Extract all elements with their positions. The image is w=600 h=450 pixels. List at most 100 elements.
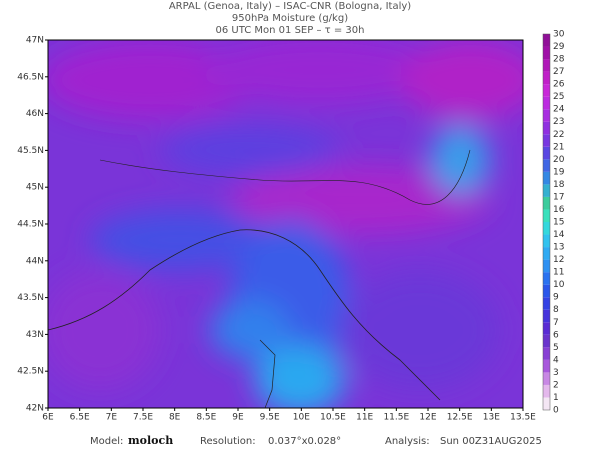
colorbar-bin <box>543 34 550 47</box>
colorbar-label: 5 <box>553 343 559 353</box>
colorbar-bin <box>543 347 550 360</box>
map-field <box>48 40 523 408</box>
colorbar-bin <box>543 334 550 348</box>
colorbar-bin <box>543 146 550 160</box>
colorbar-bin <box>543 171 550 185</box>
colorbar-label: 12 <box>553 255 564 265</box>
colorbar-bin <box>543 372 550 385</box>
colorbar-label: 1 <box>553 393 559 403</box>
lat-label: 47N <box>26 36 44 46</box>
footer-value: 0.037°x0.028° <box>268 436 341 447</box>
lon-label: 12.5E <box>447 413 473 423</box>
lon-label: 12E <box>419 413 436 423</box>
colorbar-bin <box>543 222 550 235</box>
header-line: ARPAL (Genoa, Italy) – ISAC-CNR (Bologna… <box>169 1 411 12</box>
lat-label: 46.5N <box>17 72 44 82</box>
colorbar-label: 27 <box>553 67 564 77</box>
colorbar-label: 2 <box>553 380 559 390</box>
lat-label: 43.5N <box>17 293 44 303</box>
lat-label: 42.5N <box>17 367 44 377</box>
lon-label: 11.5E <box>383 413 409 423</box>
colorbar-label: 20 <box>553 155 565 165</box>
lon-label: 11E <box>356 413 373 423</box>
footer-label: Resolution: <box>200 436 256 447</box>
colorbar-label: 14 <box>553 230 565 240</box>
colorbar-bin <box>543 284 550 298</box>
colorbar-label: 26 <box>553 80 565 90</box>
lon-label: 8E <box>169 413 181 423</box>
colorbar-label: 24 <box>553 105 565 115</box>
colorbar-bin <box>543 96 550 110</box>
colorbar-bin <box>543 184 550 197</box>
colorbar-bin <box>543 309 550 323</box>
footer-label: Model: <box>90 436 123 447</box>
colorbar-bin <box>543 259 550 273</box>
colorbar-label: 18 <box>553 180 565 190</box>
colorbar-label: 22 <box>553 130 564 140</box>
colorbar-bin <box>543 109 550 122</box>
footer-value: moloch <box>128 434 173 447</box>
colorbar-bin <box>543 84 550 97</box>
colorbar-label: 11 <box>553 268 564 278</box>
colorbar-bin <box>543 397 550 410</box>
lat-label: 43N <box>26 330 44 340</box>
colorbar-label: 30 <box>553 30 565 40</box>
colorbar-label: 29 <box>553 42 565 52</box>
footer-label: Analysis: <box>385 436 430 447</box>
colorbar-label: 23 <box>553 117 564 127</box>
lat-label: 44.5N <box>17 220 44 230</box>
lat-label: 45N <box>26 183 44 193</box>
colorbar-bin <box>543 46 550 60</box>
colorbar-bin <box>543 134 550 147</box>
colorbar-label: 8 <box>553 305 559 315</box>
lon-label: 10.5E <box>320 413 346 423</box>
colorbar-label: 19 <box>553 167 565 177</box>
footer-value: Sun 00Z31AUG2025 <box>440 436 542 447</box>
colorbar-label: 7 <box>553 318 559 328</box>
colorbar-bin <box>543 384 550 398</box>
lon-label: 13E <box>483 413 500 423</box>
lon-label: 8.5E <box>196 413 216 423</box>
colorbar-label: 6 <box>553 330 559 340</box>
colorbar-bin <box>543 59 550 72</box>
colorbar-label: 21 <box>553 142 564 152</box>
lat-label: 44N <box>26 256 44 266</box>
lat-label: 42N <box>26 404 44 414</box>
header-line: 950hPa Moisture (g/kg) <box>232 13 348 24</box>
colorbar: 0123456789101112131415161718192021222324… <box>542 30 565 416</box>
colorbar-bin <box>543 234 550 248</box>
colorbar-bin <box>543 71 550 85</box>
colorbar-label: 3 <box>553 368 559 378</box>
lat-label: 46N <box>26 109 44 119</box>
colorbar-frame <box>542 33 551 411</box>
colorbar-bin <box>543 322 550 335</box>
colorbar-label: 13 <box>553 243 564 253</box>
header-line: 06 UTC Mon 01 SEP – τ = 30h <box>216 25 365 36</box>
colorbar-label: 15 <box>553 218 564 228</box>
lon-label: 7E <box>106 413 118 423</box>
colorbar-label: 4 <box>553 355 559 365</box>
lon-label: 6.5E <box>70 413 90 423</box>
lon-label: 6E <box>42 413 54 423</box>
colorbar-label: 0 <box>553 406 559 416</box>
lon-label: 9.5E <box>260 413 280 423</box>
lat-label: 45.5N <box>17 146 44 156</box>
lon-label: 7.5E <box>133 413 153 423</box>
colorbar-label: 28 <box>553 55 565 65</box>
colorbar-bin <box>543 121 550 135</box>
colorbar-bin <box>543 247 550 260</box>
colorbar-bin <box>543 209 550 222</box>
colorbar-bin <box>543 196 550 210</box>
axes: 47N 46.5N 46N 45.5N 45N 44.5N 44N 43.5N 43N 42.5N… <box>17 36 536 423</box>
lon-label: 13.5E <box>510 413 536 423</box>
colorbar-label: 16 <box>553 205 565 215</box>
lon-label: 9E <box>232 413 244 423</box>
colorbar-label: 17 <box>553 192 564 202</box>
lon-label: 10E <box>293 413 310 423</box>
colorbar-bin <box>543 272 550 285</box>
colorbar-label: 25 <box>553 92 564 102</box>
colorbar-bin <box>543 159 550 172</box>
colorbar-bin <box>543 359 550 373</box>
colorbar-label: 10 <box>553 280 565 290</box>
